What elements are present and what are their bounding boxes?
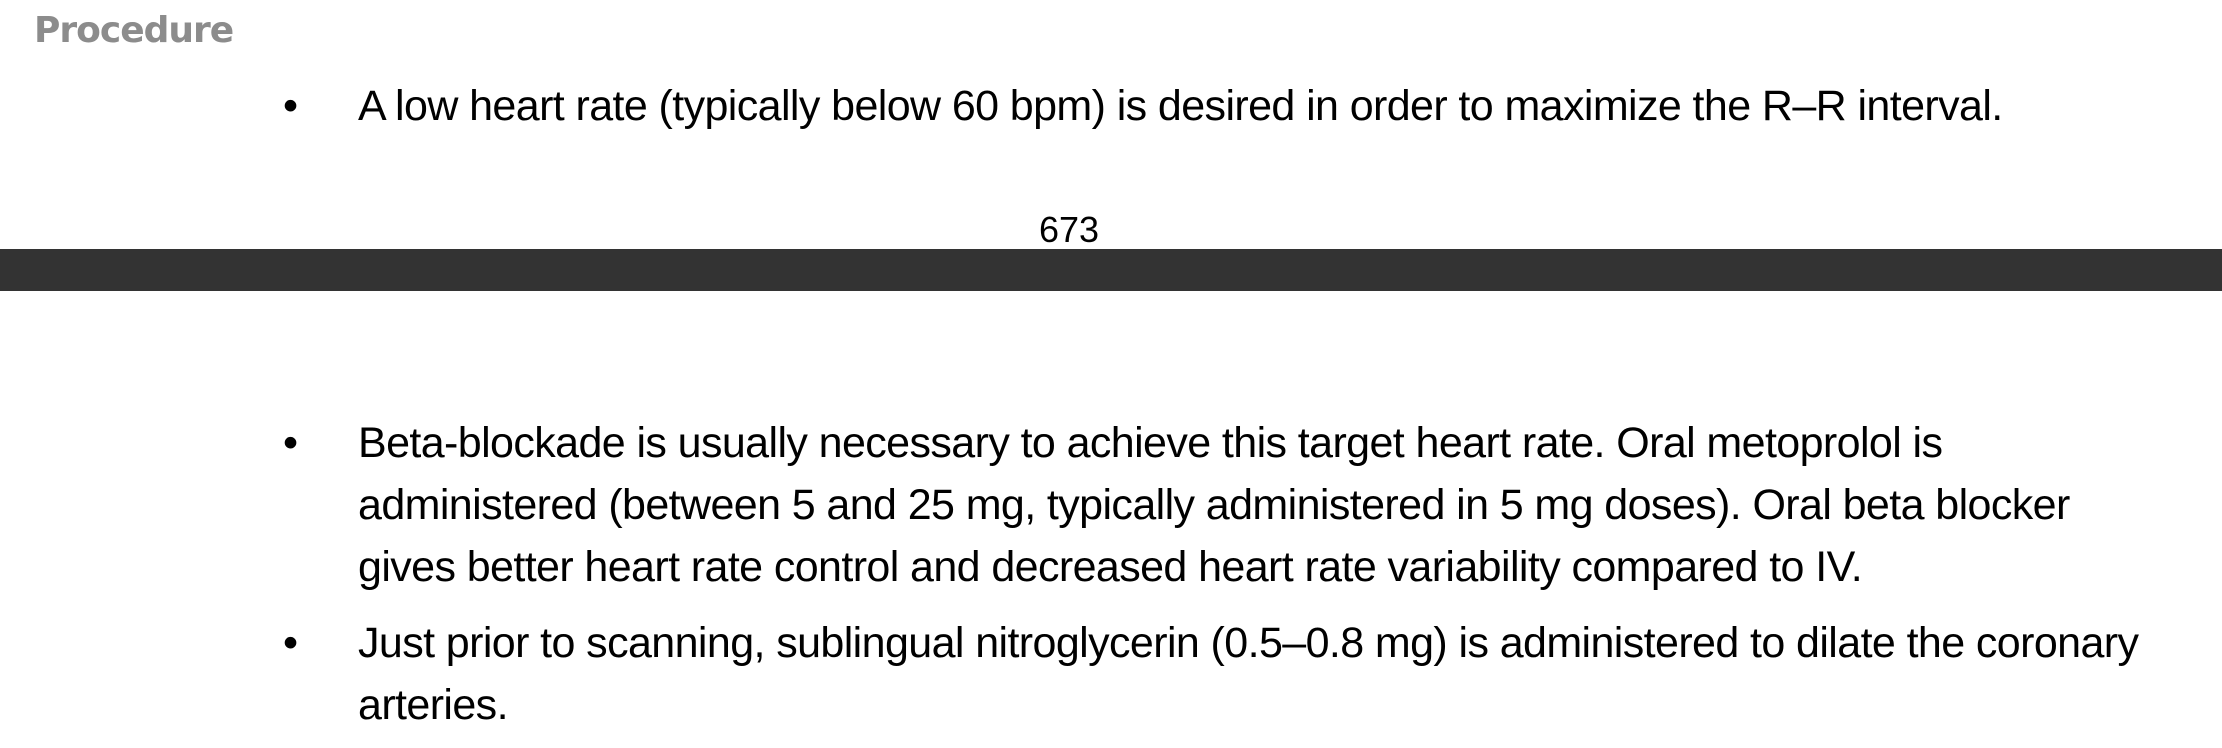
list-item-text: Beta-blockade is usually necessary to ac…	[358, 419, 2070, 591]
bullet-list-top: • A low heart rate (typically below 60 b…	[0, 75, 2168, 137]
list-item-text: Just prior to scanning, sublingual nitro…	[358, 619, 2139, 729]
bullet-list-bottom: • Beta-blockade is usually necessary to …	[0, 412, 2168, 736]
list-item: • A low heart rate (typically below 60 b…	[0, 75, 2168, 137]
list-item-text: A low heart rate (typically below 60 bpm…	[358, 82, 2003, 130]
page-divider	[0, 249, 2222, 291]
list-item: • Beta-blockade is usually necessary to …	[0, 412, 2168, 598]
section-heading: Procedure	[34, 10, 234, 51]
page-number: 673	[1038, 209, 1100, 250]
list-item: • Just prior to scanning, sublingual nit…	[0, 612, 2168, 736]
bullet-icon: •	[283, 82, 298, 130]
bullet-icon: •	[283, 419, 298, 467]
bullet-icon: •	[283, 619, 298, 667]
